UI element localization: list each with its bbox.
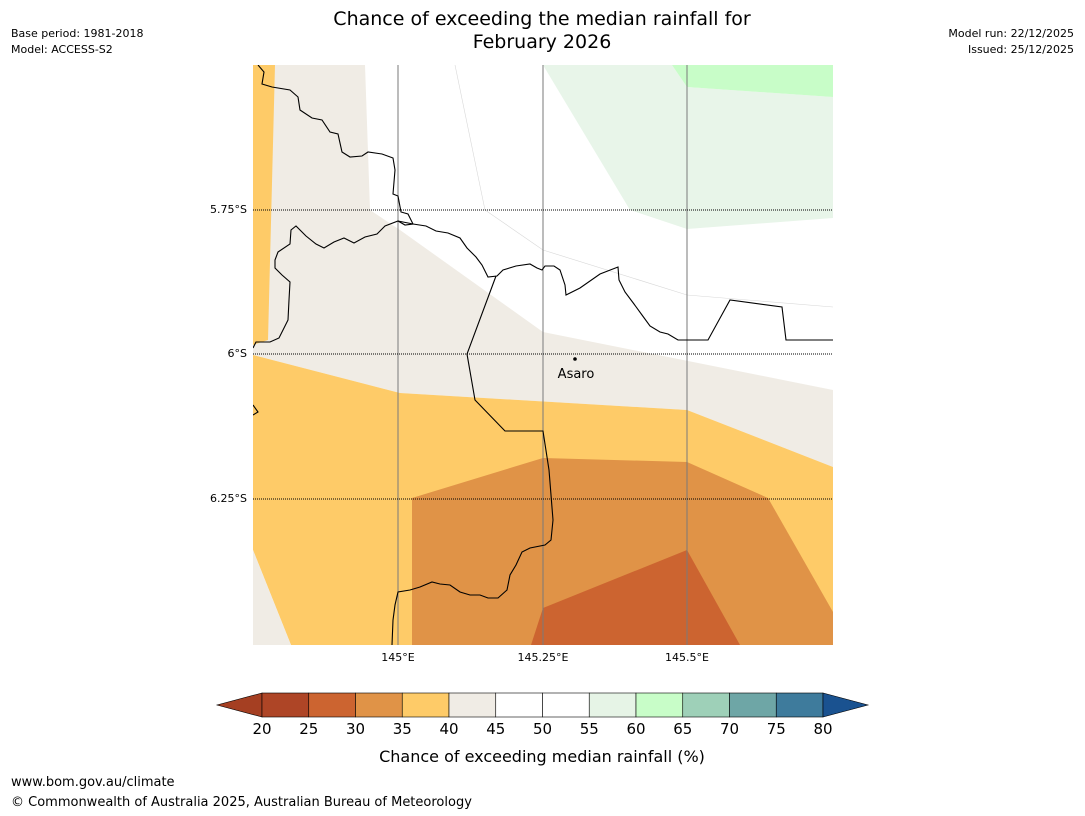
colorbar-tick-label: 55 (580, 720, 599, 738)
colorbar-swatch (401, 692, 450, 718)
colorbar-tick-label: 65 (673, 720, 692, 738)
colorbar-tick-label: 50 (533, 720, 552, 738)
issued-text: Issued: 25/12/2025 (967, 43, 1074, 56)
province-boundaries (253, 65, 833, 645)
lat-label: 5.75°S (210, 203, 247, 216)
colorbar-tick-label: 25 (299, 720, 318, 738)
colorbar-swatch (308, 692, 356, 718)
base-period-text: Base period: 1981-2018 (11, 27, 144, 40)
model-text: Model: ACCESS-S2 (11, 43, 113, 56)
title-line2: February 2026 (472, 31, 612, 53)
colorbar-tick-label: 40 (439, 720, 458, 738)
colorbar-label: Chance of exceeding median rainfall (%) (379, 747, 705, 766)
colorbar-swatch (261, 692, 310, 718)
colorbar-tick-label: 20 (252, 720, 271, 738)
rainfall-map: Asaro 5.75°S 6°S 6.25°S 145°E 145.25°E 1… (210, 65, 833, 664)
town-marker (573, 357, 577, 361)
header-right: Model run: 22/12/2025 Issued: 25/12/2025 (948, 26, 1074, 58)
colorbar-swatch (682, 692, 730, 718)
colorbar-swatch (495, 692, 543, 718)
region-55-60 (543, 65, 833, 229)
region-25-30 (531, 550, 740, 645)
colorbar-swatch (729, 692, 777, 718)
region-40-45-southwest (253, 550, 291, 645)
colorbar-tick-label: 30 (346, 720, 365, 738)
town-label: Asaro (558, 367, 595, 382)
region-60-65 (672, 65, 833, 97)
map-title: Chance of exceeding the median rainfall … (242, 8, 842, 54)
region-35-40-west (253, 65, 275, 345)
model-run-text: Model run: 22/12/2025 (948, 27, 1074, 40)
colorbar-tick-label: 35 (393, 720, 412, 738)
header-left: Base period: 1981-2018 Model: ACCESS-S2 (11, 26, 143, 58)
colorbar-swatch (635, 692, 684, 718)
title-line1: Chance of exceeding the median rainfall … (333, 8, 751, 30)
lon-label: 145.5°E (665, 651, 709, 664)
colorbar-tick-label: 80 (813, 720, 832, 738)
colorbar-ticks: 20 25 30 35 40 45 50 55 60 65 70 75 80 (252, 720, 832, 738)
colorbar-swatches (215, 692, 870, 718)
colorbar-swatch (542, 692, 590, 718)
colorbar-tick-label: 75 (767, 720, 786, 738)
colorbar: 20 25 30 35 40 45 50 55 60 65 70 75 80 Chance of exc… (215, 692, 870, 766)
colorbar-swatch (775, 692, 824, 718)
colorbar-tick-label: 70 (720, 720, 739, 738)
boundary-south (391, 275, 554, 645)
parallels (253, 209, 833, 500)
colorbar-swatch (355, 692, 403, 718)
lat-label: 6°S (228, 347, 247, 360)
footer-url[interactable]: www.bom.gov.au/climate (11, 775, 175, 790)
colorbar-swatch (588, 692, 637, 718)
lon-label: 145.25°E (518, 651, 569, 664)
lon-label: 145°E (381, 651, 414, 664)
footer-copyright: © Commonwealth of Australia 2025, Austra… (11, 795, 472, 810)
colorbar-extend-high (822, 692, 870, 718)
colorbar-swatch (448, 692, 497, 718)
meridians (397, 65, 688, 645)
region-30-35 (412, 458, 833, 645)
colorbar-tick-label: 45 (486, 720, 505, 738)
colorbar-tick-label: 60 (626, 720, 645, 738)
boundary-north (397, 220, 833, 341)
lat-label: 6.25°S (210, 492, 247, 505)
boundary-edge (253, 404, 259, 416)
colorbar-extend-low (215, 692, 263, 718)
